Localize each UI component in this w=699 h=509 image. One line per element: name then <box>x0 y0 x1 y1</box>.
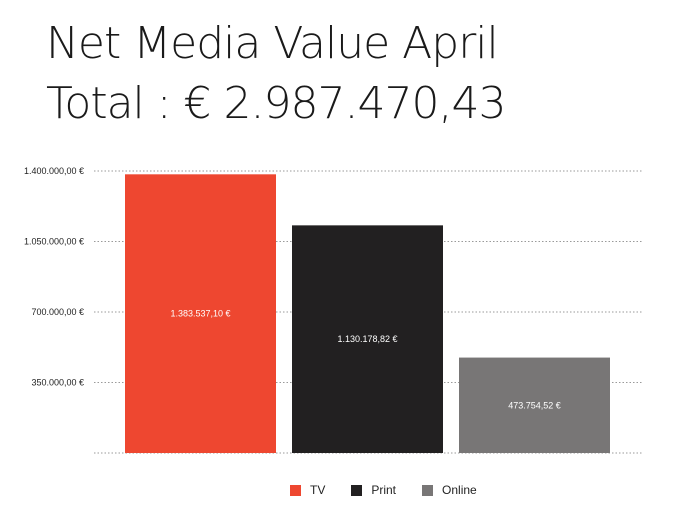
bar-value-label: 1.130.178,82 € <box>337 334 397 344</box>
legend: TV Print Online <box>290 483 503 497</box>
y-tick-label: 1.400.000,00 € <box>24 166 84 176</box>
y-tick-label: 700.000,00 € <box>31 307 84 317</box>
legend-label-tv: TV <box>310 483 326 497</box>
bar-value-label: 473.754,52 € <box>508 400 561 410</box>
legend-swatch-tv <box>290 484 301 496</box>
chart-title: Net Media Value April <box>46 18 499 69</box>
bar-tv <box>125 174 276 453</box>
legend-item-print: Print <box>351 483 396 497</box>
bar-print <box>292 225 443 453</box>
legend-label-online: Online <box>442 483 477 497</box>
bar-value-label: 1.383.537,10 € <box>170 309 230 319</box>
y-tick-label: 350.000,00 € <box>31 378 84 388</box>
legend-item-tv: TV <box>290 483 325 497</box>
legend-label-print: Print <box>371 483 397 497</box>
legend-item-online: Online <box>422 483 477 497</box>
bar-online <box>459 357 610 453</box>
legend-swatch-print <box>351 484 363 496</box>
chart-total: Total : € 2.987.470,43 <box>46 78 506 129</box>
legend-swatch-online <box>422 484 434 496</box>
y-tick-label: 1.050.000,00 € <box>24 237 84 247</box>
